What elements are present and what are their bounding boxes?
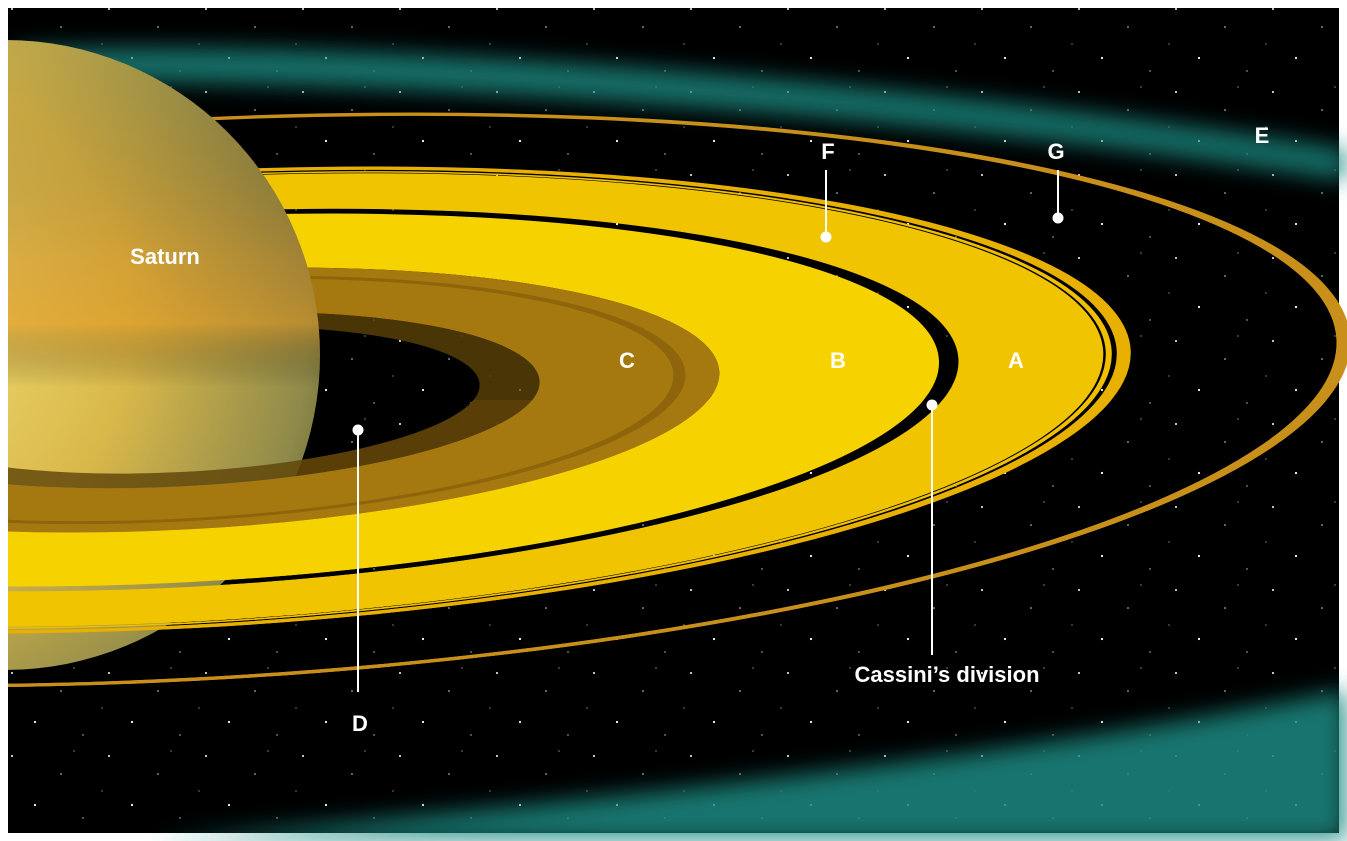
f-label: F <box>821 139 834 164</box>
saturn-label: Saturn <box>130 244 200 269</box>
e-ring-bottom <box>150 690 1347 841</box>
cassini-label: Cassini’s division <box>854 662 1039 687</box>
label-dots <box>352 212 1064 436</box>
leaders <box>357 170 1059 692</box>
e-ring-top <box>20 48 1347 181</box>
g-label: G <box>1047 139 1064 164</box>
e-label: E <box>1255 123 1270 148</box>
d-label: D <box>352 711 368 736</box>
c-label: C <box>619 348 635 373</box>
b-label: B <box>830 348 846 373</box>
a-label: A <box>1008 348 1024 373</box>
border <box>0 0 8 841</box>
